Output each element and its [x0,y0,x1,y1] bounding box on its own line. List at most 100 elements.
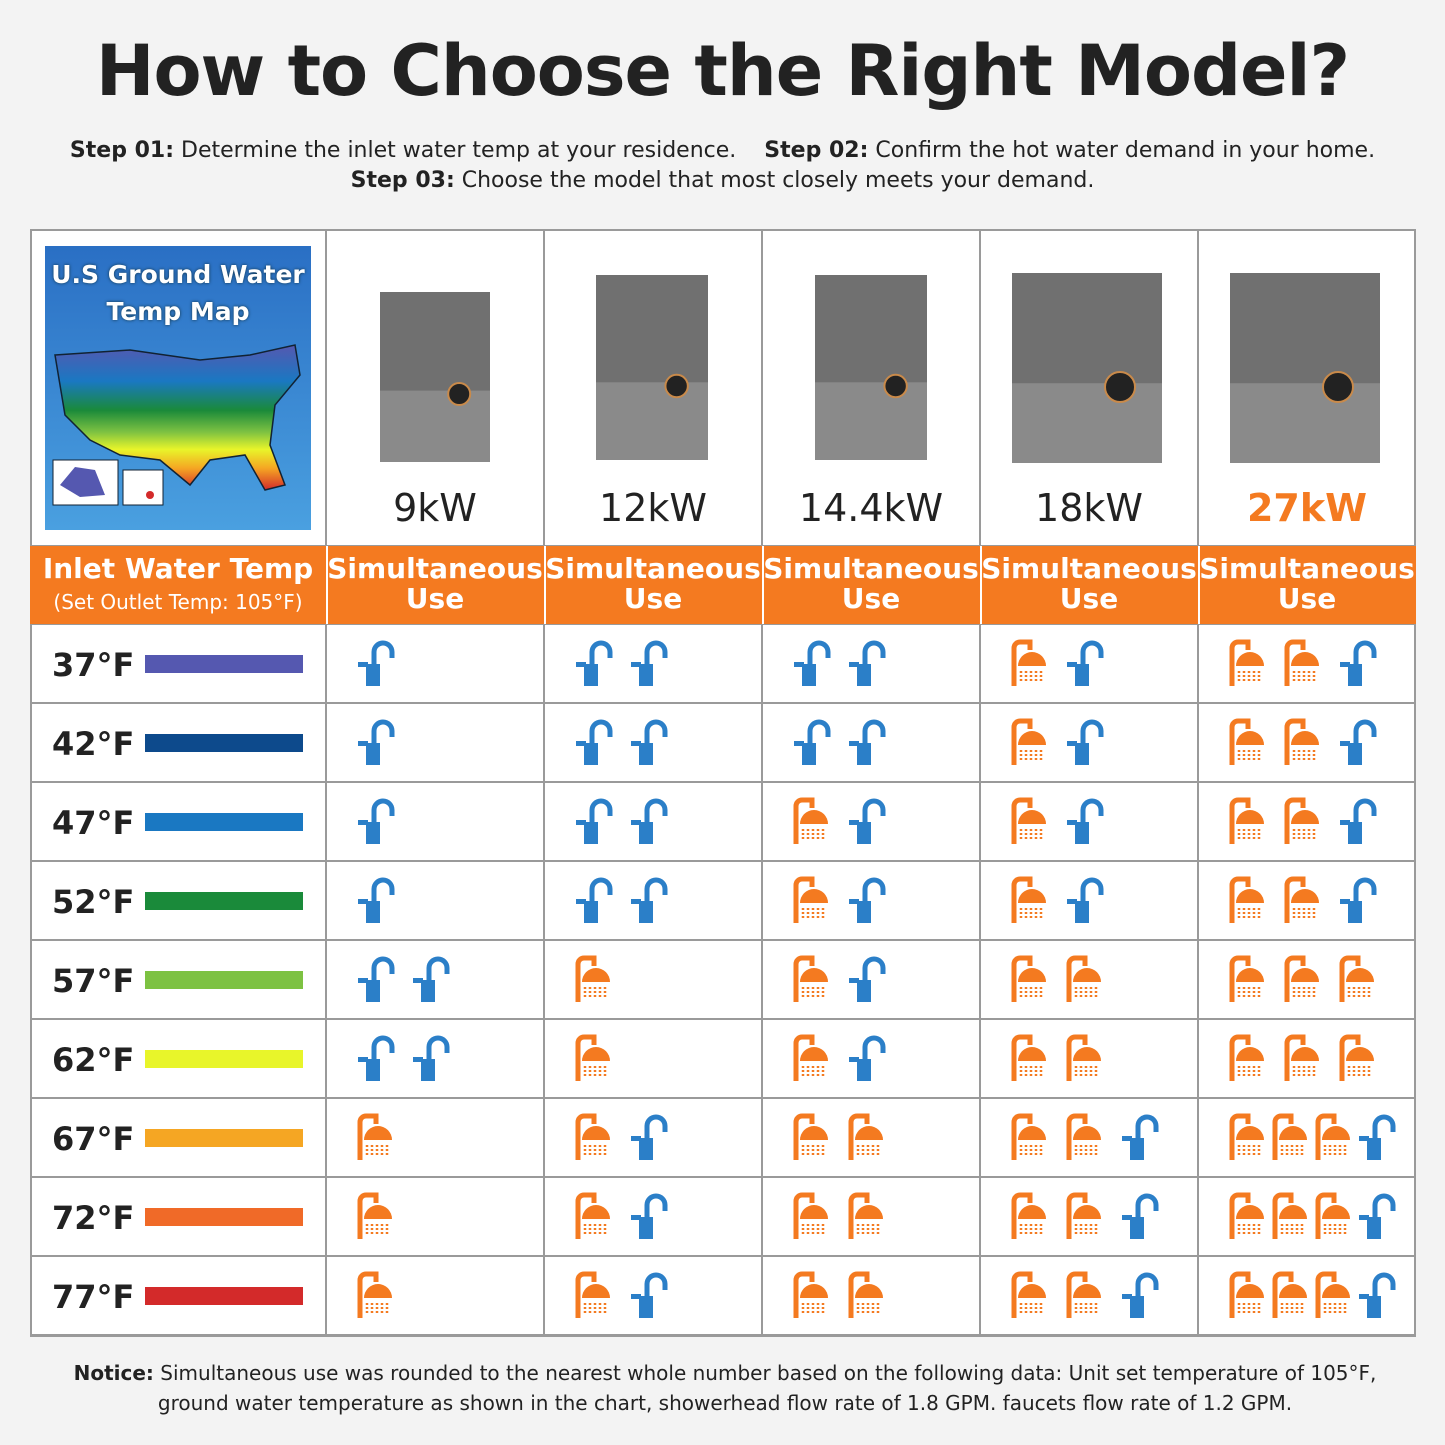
use-cell [326,1019,544,1098]
heater-dial [883,373,908,399]
faucet-base [1075,901,1089,923]
shower-pipe [1066,1034,1088,1081]
shower-icon [357,1271,392,1318]
faucet-icon [576,798,613,844]
faucet-base [1348,743,1362,765]
faucet-handle [576,741,586,746]
heater-image [380,292,490,462]
faucet-icon [631,1193,668,1239]
shower-water [583,1303,607,1315]
temp-label: 47°F [52,804,135,842]
row-label-cell [30,782,326,861]
shower-water [801,1145,825,1157]
shower-head [855,1126,883,1140]
faucet-base [857,1059,871,1081]
faucet-handle [576,662,586,667]
faucet-spout [862,877,886,919]
shower-water [583,987,607,999]
faucet-handle [794,741,804,746]
faucet-base [366,901,380,923]
use-cell [980,546,1198,624]
shower-head [1291,1047,1319,1061]
shower-pipe [1229,1271,1251,1318]
faucet-handle [413,1057,423,1062]
use-cell [544,940,762,1019]
shower-icon [1272,1271,1307,1318]
faucet-spout [1080,719,1104,761]
faucet-icon [576,640,613,686]
shower-water [1292,1066,1316,1078]
faucet-spout [1135,1114,1159,1156]
shower-water [801,908,825,920]
faucet-icon [849,719,886,765]
use-cell [1198,546,1416,624]
shower-pipe [1272,1271,1294,1318]
shower-pipe [1011,1192,1033,1239]
shower-head [1073,1126,1101,1140]
shower-water [801,1303,825,1315]
use-cell [326,940,544,1019]
faucet-icon [794,719,831,765]
model-name: 9kW [393,486,477,530]
faucet-handle [358,899,368,904]
faucet-base [857,743,871,765]
faucet-spout [1135,1193,1159,1235]
use-cell [762,546,980,624]
faucet-icon [576,877,613,923]
shower-pipe [575,1271,597,1318]
use-cell [1198,861,1416,940]
faucet-base [366,980,380,1002]
shower-icon [848,1113,883,1160]
temp-color-bar [145,971,303,989]
model-name: 27kW [1246,486,1368,530]
shower-pipe [575,1034,597,1081]
faucet-handle [1340,820,1350,825]
shower-icon [575,1192,610,1239]
faucet-spout [371,956,395,998]
shower-icon [1284,639,1319,686]
shower-water [1323,1303,1347,1315]
heater-image [1012,273,1162,463]
shower-icon [1011,639,1046,686]
faucet-handle [1122,1136,1132,1141]
title: How to Choose the Right Model? [95,30,1350,112]
faucet-handle [849,820,859,825]
use-cell [980,940,1198,1019]
faucet-base [1130,1217,1144,1239]
shower-head [1018,1126,1046,1140]
map-title: U.S Ground Water Temp Map [51,260,305,326]
use-cell [762,1177,980,1256]
faucet-handle [849,978,859,983]
use-cell [980,861,1198,940]
shower-head [1236,1126,1264,1140]
shower-head [1236,1205,1264,1219]
notice-text: Simultaneous use was rounded to the near… [157,1361,1377,1415]
shower-pipe [1229,1034,1251,1081]
faucet-handle [631,820,641,825]
faucet-base [584,901,598,923]
shower-pipe [1011,639,1033,686]
row-label-cell [30,1177,326,1256]
shower-water [1323,1145,1347,1157]
shower-head [582,1284,610,1298]
faucet-base [1367,1217,1381,1239]
shower-pipe [1066,1192,1088,1239]
shower-icon [793,1113,828,1160]
shower-head [1018,731,1046,745]
faucet-handle [631,1294,641,1299]
heater-lower [815,382,927,460]
faucet-handle [358,662,368,667]
faucet-spout [644,719,668,761]
map-cell [30,229,326,546]
shower-pipe [1011,1271,1033,1318]
shower-head [1018,889,1046,903]
model-cell [1198,229,1416,546]
faucet-icon [1122,1193,1159,1239]
heater-image [815,275,927,460]
shower-water [801,1066,825,1078]
temp-label: 62°F [52,1041,135,1079]
faucet-icon [1067,798,1104,844]
model-cell [544,229,762,546]
heater-dial [664,373,689,399]
shower-head [1291,889,1319,903]
